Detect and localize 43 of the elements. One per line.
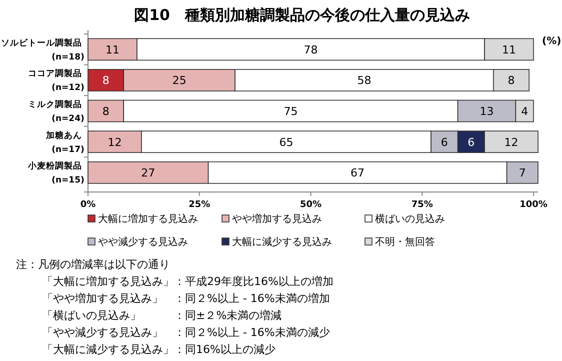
y-tick-label: 加糖あん (n=17) (45, 130, 84, 155)
data-label: 6 (440, 136, 448, 149)
x-tick-label: 75% (411, 200, 433, 210)
data-label: 13 (480, 105, 494, 118)
data-label: 65 (279, 136, 294, 149)
data-label: 12 (108, 136, 122, 149)
chart-title: 図10 種類別加糖調製品の今後の仕入量の見込み (134, 6, 470, 24)
text: 注：凡例の増減率は以下の通り (16, 258, 170, 271)
data-label: 7 (518, 166, 526, 180)
legend-label: 横ばいの見込み (375, 213, 445, 225)
legend-label: やや増加する見込み (232, 213, 322, 225)
data-label: 4 (521, 105, 528, 118)
data-label: 8 (102, 74, 110, 88)
y-tick-label: ミルク調製品 (n=24) (28, 99, 84, 124)
legend-label: やや減少する見込み (98, 236, 188, 248)
text: 「大幅に減少する見込み」：同16%以上の減少 (42, 343, 276, 356)
data-label: 6 (468, 136, 475, 149)
data-label: 12 (504, 136, 518, 149)
data-label: 75 (284, 105, 298, 118)
legend-label: 不明・無回答 (375, 236, 435, 248)
data-label: 8 (508, 74, 515, 88)
text: 「やや増加する見込み」 ：同２%以上 - 16%未満の増加 (42, 292, 330, 305)
x-tick-label: 50% (300, 200, 322, 210)
data-label: 11 (106, 43, 120, 56)
data-label: 27 (141, 166, 156, 180)
legend-label: 大幅に増加する見込み (98, 213, 198, 225)
text: 「大幅に増加する見込み」：平成29年度比16%以上の増加 (42, 275, 334, 288)
y-tick-label: ココア調製品 (n=12) (28, 68, 84, 94)
data-label: 8 (102, 105, 110, 118)
x-tick-label: 0% (80, 200, 96, 210)
text: 「横ばいの見込み」 ：同±２%未満の増減 (42, 309, 282, 322)
data-label: 58 (357, 74, 372, 88)
text: (%) (542, 36, 562, 47)
data-label: 78 (304, 43, 318, 56)
text: 「やや減少する見込み」 ：同２%以上 - 16%未満の減少 (42, 326, 330, 339)
y-tick-label: 小麦粉調製品 (n=15) (27, 160, 84, 186)
data-label: 11 (502, 43, 516, 56)
legend-label: 大幅に減少する見込み (232, 236, 332, 248)
x-tick-label: 100% (520, 200, 548, 210)
x-tick-label: 25% (188, 200, 210, 210)
data-label: 25 (172, 74, 186, 88)
data-label: 67 (350, 166, 365, 180)
y-tick-label: ソルビトール調製品 (n=18) (1, 37, 84, 62)
